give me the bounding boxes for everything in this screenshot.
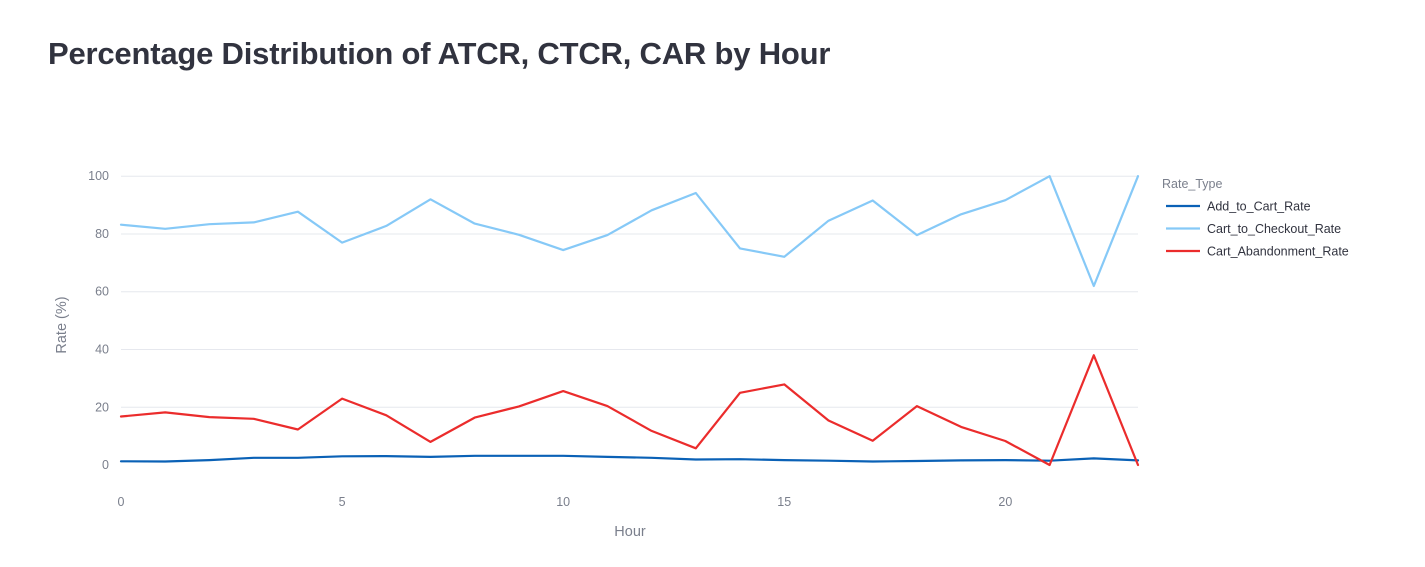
y-tick-label: 60: [95, 285, 109, 299]
y-tick-label: 80: [95, 227, 109, 241]
legend-item[interactable]: Add_to_Cart_Rate: [1166, 200, 1311, 214]
legend-item[interactable]: Cart_Abandonment_Rate: [1166, 245, 1349, 259]
series-line-cart-to-checkout-rate: [119, 175, 1140, 288]
x-tick-label: 0: [118, 495, 125, 509]
series-lines: [119, 175, 1140, 467]
series-line-cart-abandonment-rate: [119, 354, 1140, 467]
legend-label: Add_to_Cart_Rate: [1207, 200, 1311, 214]
legend-label: Cart_Abandonment_Rate: [1207, 245, 1349, 259]
legend-label: Cart_to_Checkout_Rate: [1207, 222, 1341, 236]
x-axis-ticks: 0 5 10 15 20: [118, 495, 1013, 509]
y-tick-label: 40: [95, 342, 109, 356]
x-tick-label: 10: [556, 495, 570, 509]
x-axis-title: Hour: [614, 524, 646, 540]
chart-title: Percentage Distribution of ATCR, CTCR, C…: [48, 36, 831, 71]
series-line-add-to-cart-rate: [119, 454, 1140, 463]
x-tick-label: 5: [339, 495, 346, 509]
x-tick-label: 15: [777, 495, 791, 509]
y-tick-label: 100: [88, 169, 109, 183]
gridlines: [121, 175, 1138, 408]
legend-title: Rate_Type: [1162, 177, 1223, 191]
legend-item[interactable]: Cart_to_Checkout_Rate: [1166, 222, 1341, 236]
x-tick-label: 20: [998, 495, 1012, 509]
y-axis-ticks: 0 20 40 60 80 100: [88, 169, 109, 472]
y-tick-label: 20: [95, 400, 109, 414]
legend-items: Add_to_Cart_Rate Cart_to_Checkout_Rate Car…: [1166, 200, 1349, 259]
y-tick-label: 0: [102, 458, 109, 472]
legend: Rate_Type Add_to_Cart_Rate Cart_to_Checko…: [1162, 177, 1349, 259]
y-axis-title: Rate (%): [54, 296, 70, 353]
